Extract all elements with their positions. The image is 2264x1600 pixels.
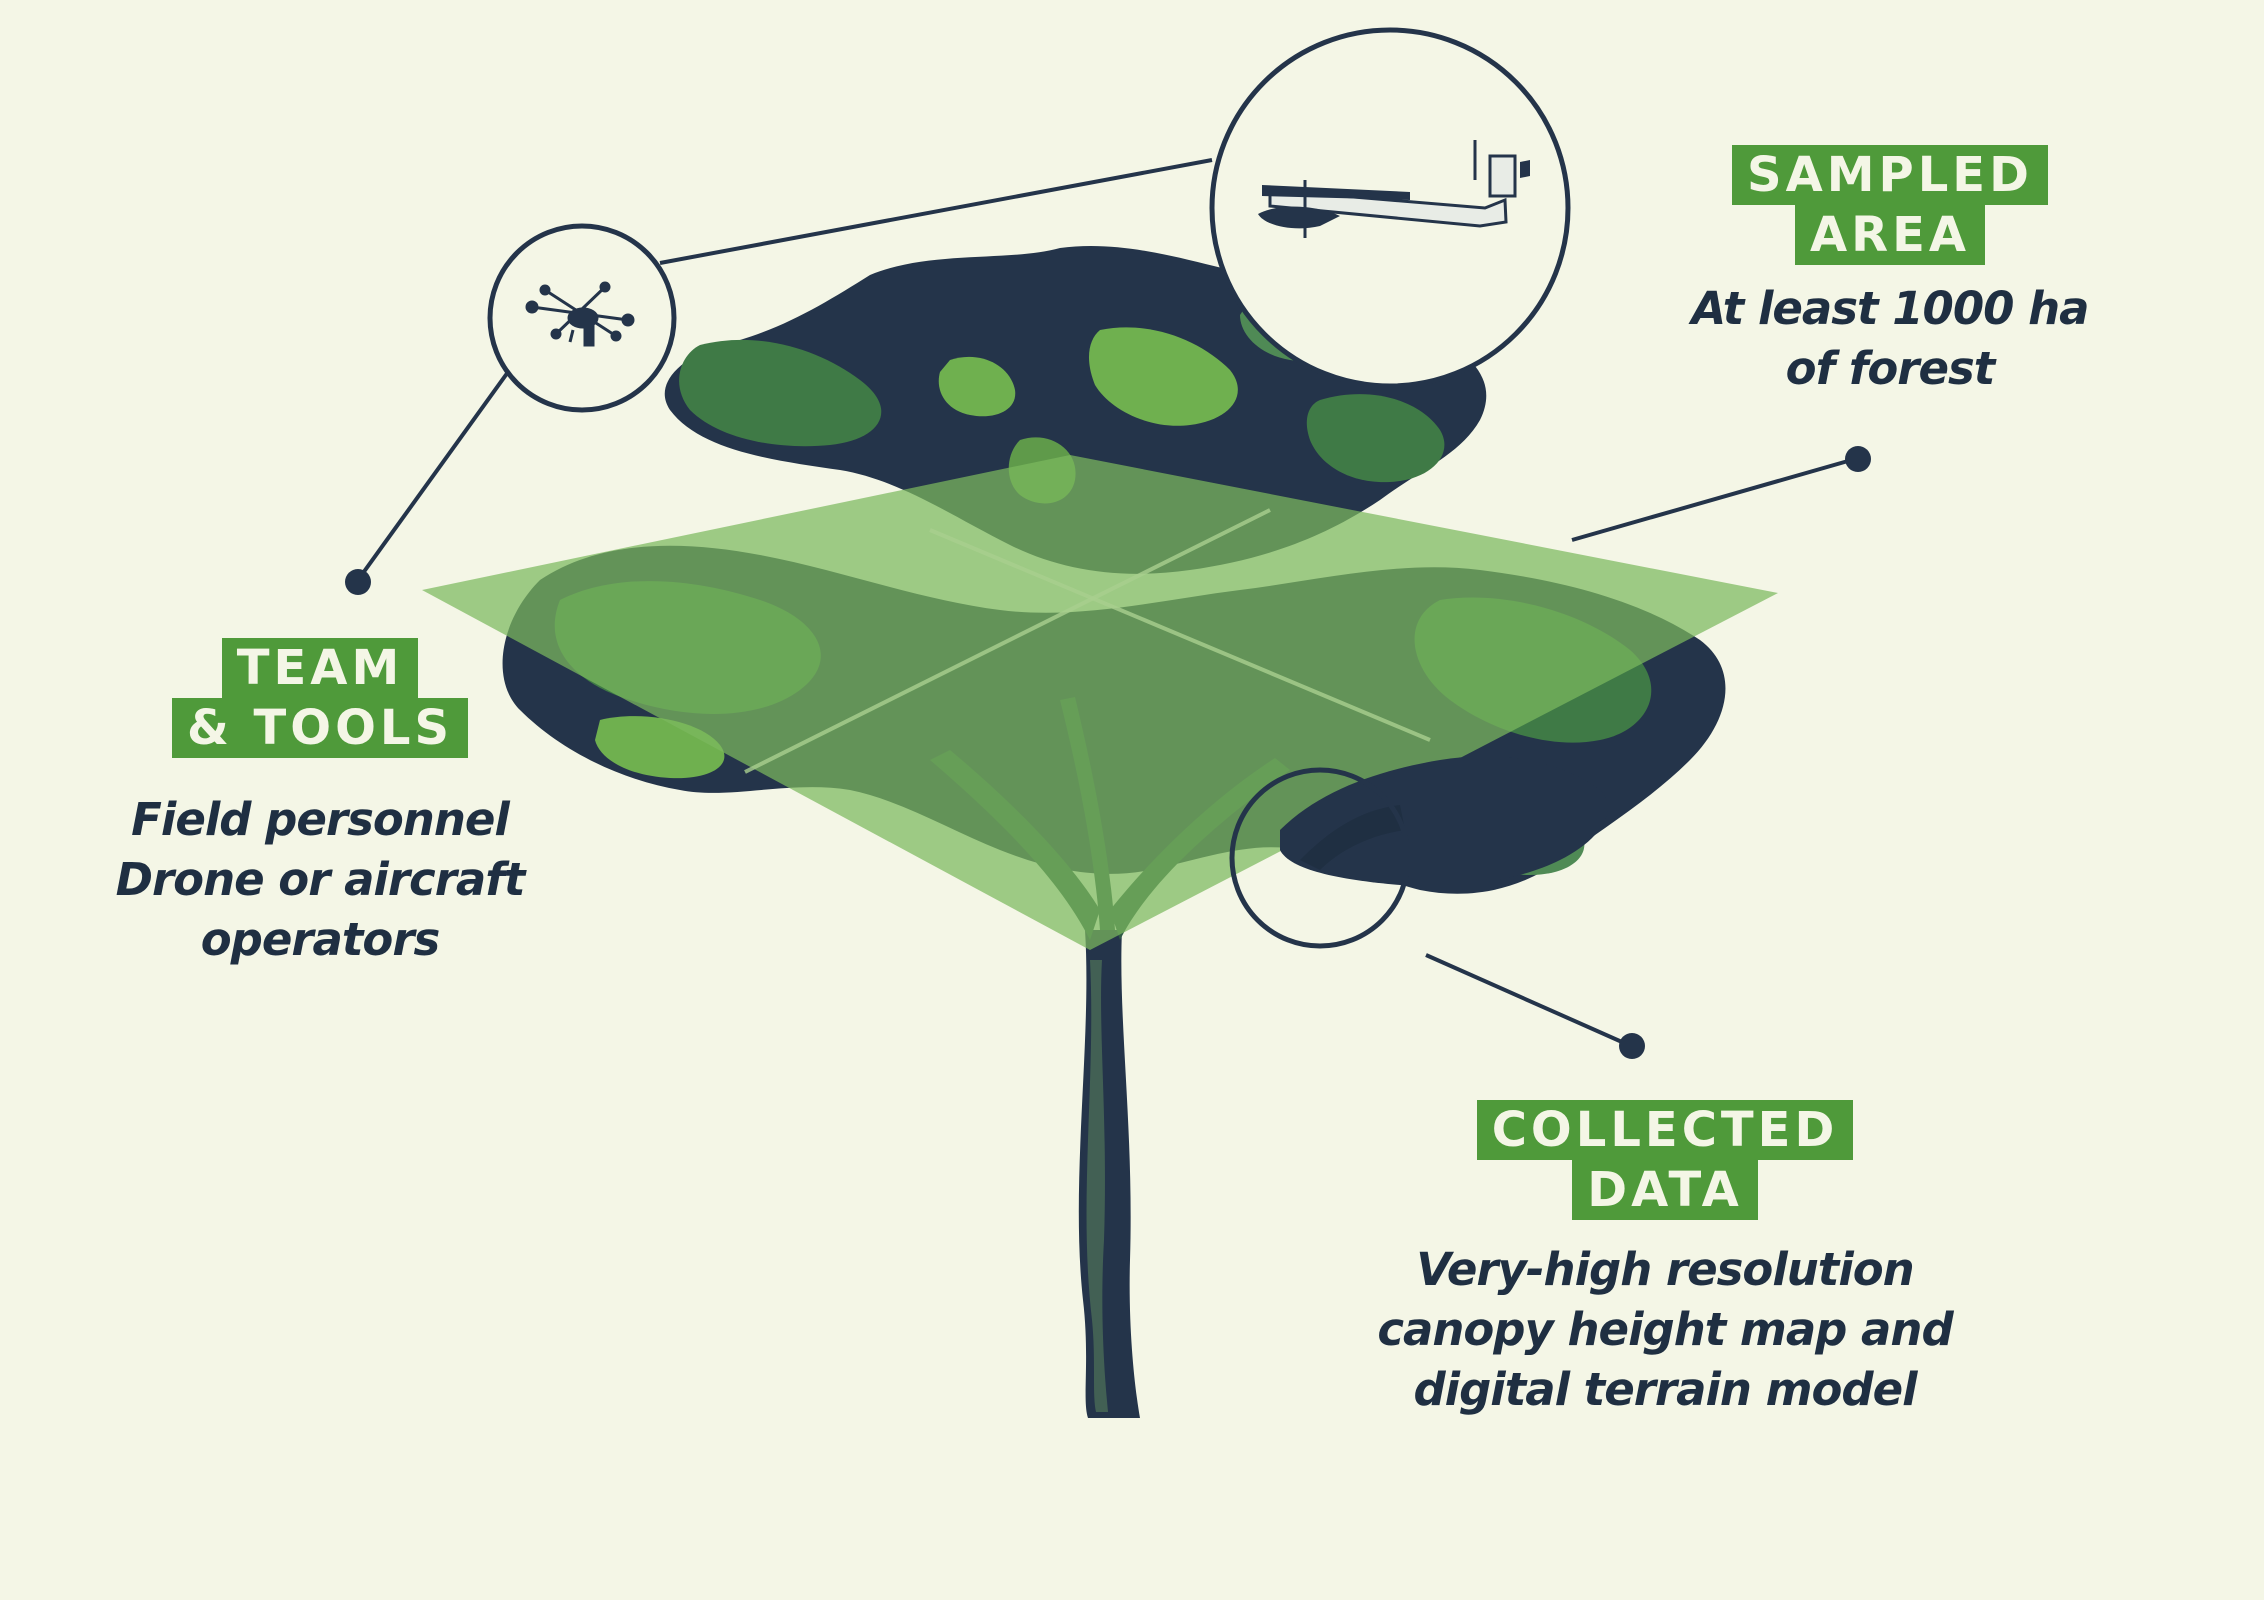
sampled-area-plane [422,455,1778,950]
canopy-foreground [1280,756,1608,887]
drone-callout-circle [487,223,677,413]
team-tools-title-line2: & TOOLS [171,698,469,758]
connector-lines [356,158,1856,1048]
collected-data-desc-line2: canopy height map and [1377,1303,1953,1356]
team-tools-desc-line3: operators [200,913,441,966]
collected-data-title-line2: DATA [1572,1160,1758,1220]
team-tools-desc-line1: Field personnel [131,793,510,846]
collected-data-title-line1: COLLECTED [1476,1100,1854,1160]
collected-data-desc-line1: Very-high resolution [1416,1243,1914,1296]
sampled-area-label: SAMPLED AREA At least 1000 ha of forest [1640,145,2140,399]
drone-icon [525,281,635,347]
team-tools-pointer-dot [345,569,371,595]
sampled-area-desc-line2: of forest [1785,342,1996,395]
sampled-area-pointer-dot [1845,446,1871,472]
sampled-area-title-line1: SAMPLED [1732,145,2048,205]
team-tools-label: TEAM & TOOLS Field personnel Drone or ai… [70,638,570,970]
aircraft-callout-circle [1209,27,1571,389]
sampled-area-title-line2: AREA [1794,205,1986,265]
collected-data-label: COLLECTED DATA Very-high resolution cano… [1377,1100,1954,1420]
team-tools-title-line1: TEAM [221,638,419,698]
collected-data-pointer-dot [1619,1033,1645,1059]
collected-data-desc-line3: digital terrain model [1413,1363,1917,1416]
tree-trunk-highlight [1086,960,1108,1412]
magnifier-circle [1229,767,1411,949]
team-tools-desc-line2: Drone or aircraft [115,853,526,906]
aircraft-icon [1258,140,1530,238]
sampled-area-desc-line1: At least 1000 ha [1691,282,2089,335]
